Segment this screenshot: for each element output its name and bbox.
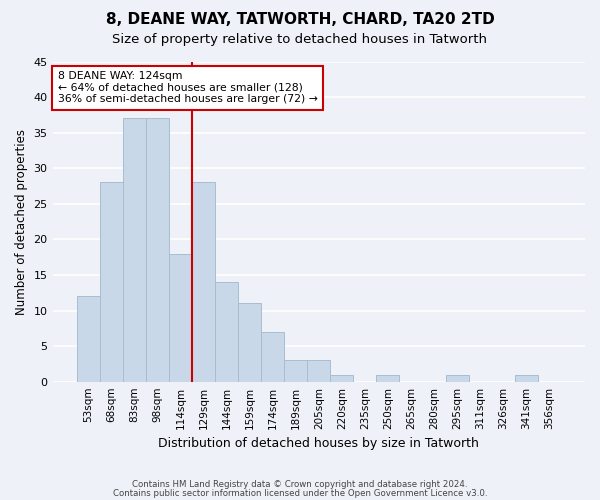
Bar — [238, 304, 261, 382]
Y-axis label: Number of detached properties: Number of detached properties — [15, 128, 28, 314]
Bar — [215, 282, 238, 382]
Bar — [192, 182, 215, 382]
Text: Contains HM Land Registry data © Crown copyright and database right 2024.: Contains HM Land Registry data © Crown c… — [132, 480, 468, 489]
Bar — [169, 254, 192, 382]
Text: 8 DEANE WAY: 124sqm
← 64% of detached houses are smaller (128)
36% of semi-detac: 8 DEANE WAY: 124sqm ← 64% of detached ho… — [58, 71, 318, 104]
Bar — [446, 374, 469, 382]
Bar — [261, 332, 284, 382]
Bar — [307, 360, 330, 382]
Bar — [77, 296, 100, 382]
Text: Contains public sector information licensed under the Open Government Licence v3: Contains public sector information licen… — [113, 489, 487, 498]
Bar — [146, 118, 169, 382]
Text: 8, DEANE WAY, TATWORTH, CHARD, TA20 2TD: 8, DEANE WAY, TATWORTH, CHARD, TA20 2TD — [106, 12, 494, 28]
Bar — [515, 374, 538, 382]
Bar — [330, 374, 353, 382]
Bar — [100, 182, 123, 382]
Bar — [123, 118, 146, 382]
X-axis label: Distribution of detached houses by size in Tatworth: Distribution of detached houses by size … — [158, 437, 479, 450]
Bar — [284, 360, 307, 382]
Bar — [376, 374, 400, 382]
Text: Size of property relative to detached houses in Tatworth: Size of property relative to detached ho… — [113, 32, 487, 46]
